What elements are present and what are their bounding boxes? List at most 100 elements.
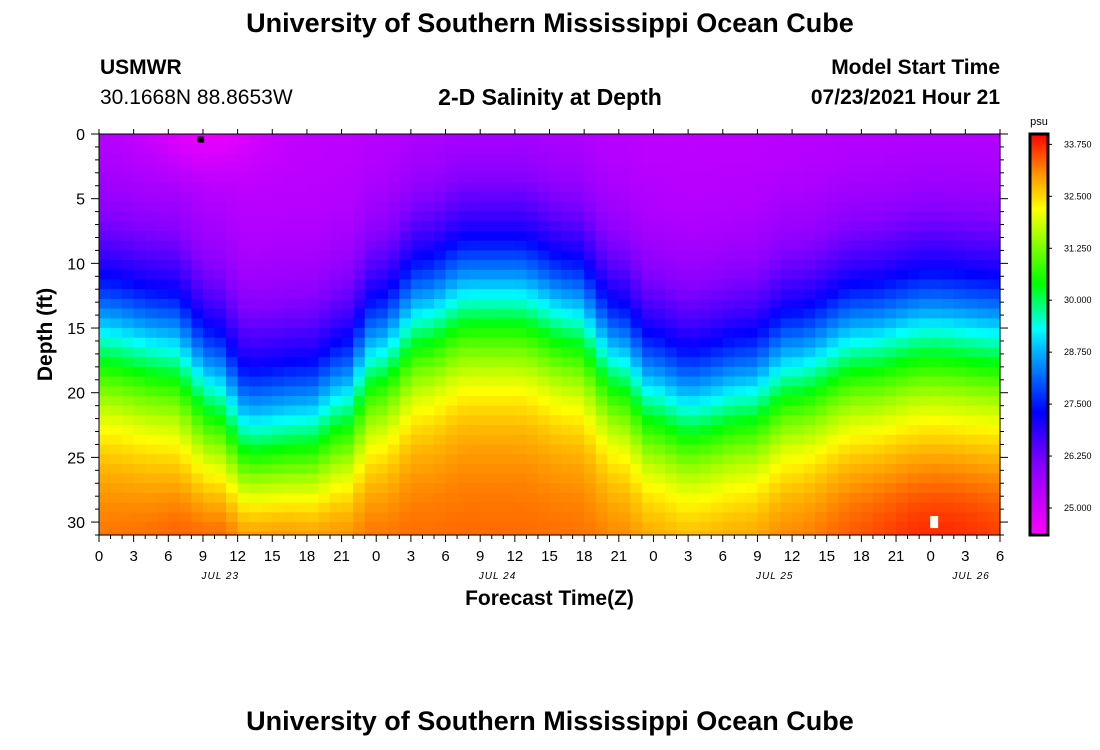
heatmap-cell bbox=[110, 134, 123, 145]
heatmap-cell bbox=[942, 328, 955, 339]
heatmap-cell bbox=[272, 347, 285, 358]
heatmap-cell bbox=[826, 328, 839, 339]
heatmap-cell bbox=[433, 328, 447, 339]
heatmap-cell bbox=[445, 231, 458, 242]
heatmap-cell bbox=[260, 201, 273, 213]
heatmap-cell bbox=[468, 386, 481, 397]
heatmap-cell bbox=[572, 298, 585, 310]
heatmap-cell bbox=[122, 240, 135, 252]
heatmap-cell bbox=[607, 492, 620, 504]
heatmap-cell bbox=[919, 289, 932, 300]
heatmap-cell bbox=[953, 492, 966, 504]
heatmap-cell bbox=[942, 376, 955, 387]
heatmap-cell bbox=[99, 260, 112, 271]
heatmap-cell bbox=[676, 231, 689, 242]
heatmap-cell bbox=[179, 386, 193, 397]
heatmap-cell bbox=[665, 376, 678, 387]
heatmap-cell bbox=[734, 444, 747, 455]
heatmap-cell bbox=[711, 415, 724, 426]
heatmap-cell bbox=[399, 182, 412, 193]
heatmap-cell bbox=[318, 279, 331, 290]
heatmap-cell bbox=[976, 376, 990, 387]
heatmap-cell bbox=[433, 182, 447, 193]
heatmap-cell bbox=[168, 318, 181, 329]
heatmap-cell bbox=[202, 231, 216, 242]
heatmap-cell bbox=[965, 250, 978, 261]
heatmap-cell bbox=[272, 289, 285, 300]
heatmap-cell bbox=[549, 289, 562, 300]
heatmap-cell bbox=[745, 444, 759, 455]
heatmap-cell bbox=[260, 502, 273, 513]
heatmap-cell bbox=[191, 240, 204, 252]
heatmap-cell bbox=[688, 143, 701, 154]
heatmap-cell bbox=[734, 483, 747, 494]
heatmap-cell bbox=[584, 289, 597, 300]
heatmap-cell bbox=[861, 328, 874, 339]
heatmap-cell bbox=[665, 531, 678, 536]
heatmap-cell bbox=[665, 395, 678, 407]
y-tick-label: 30 bbox=[67, 515, 85, 532]
heatmap-cell bbox=[630, 182, 643, 193]
heatmap-cell bbox=[110, 163, 123, 174]
heatmap-cell bbox=[341, 522, 354, 533]
heatmap-cell bbox=[757, 434, 770, 446]
heatmap-cell bbox=[99, 386, 112, 397]
heatmap-cell bbox=[283, 434, 296, 446]
heatmap-cell bbox=[803, 211, 816, 222]
heatmap-cell bbox=[930, 502, 943, 513]
heatmap-cell bbox=[549, 454, 562, 465]
heatmap-cell bbox=[861, 289, 874, 300]
heatmap-cell bbox=[237, 172, 250, 184]
heatmap-cell bbox=[457, 492, 470, 504]
heatmap-cell bbox=[457, 425, 470, 436]
heatmap-cell bbox=[688, 531, 701, 536]
heatmap-cell bbox=[306, 502, 320, 513]
heatmap-cell bbox=[306, 425, 320, 436]
heatmap-cell bbox=[491, 298, 504, 310]
heatmap-cell bbox=[283, 337, 296, 349]
heatmap-cell bbox=[122, 163, 135, 174]
heatmap-cell bbox=[237, 328, 250, 339]
heatmap-cell bbox=[976, 308, 990, 319]
x-tick-label: 6 bbox=[164, 548, 172, 565]
date-label: JUL 26 bbox=[951, 571, 990, 582]
heatmap-cell bbox=[630, 405, 643, 416]
heatmap-cell bbox=[896, 201, 909, 213]
y-tick-label: 5 bbox=[76, 192, 85, 209]
heatmap-cell bbox=[965, 444, 978, 455]
heatmap-cell bbox=[572, 269, 585, 281]
heatmap-cell bbox=[942, 182, 955, 193]
heatmap-cell bbox=[561, 454, 574, 465]
heatmap-cell bbox=[122, 366, 135, 378]
heatmap-cell bbox=[122, 153, 135, 164]
heatmap-cell bbox=[618, 289, 631, 300]
heatmap-cell bbox=[457, 444, 470, 455]
heatmap-cell bbox=[249, 337, 262, 349]
heatmap-cell bbox=[722, 473, 735, 484]
heatmap-cell bbox=[364, 483, 377, 494]
heatmap-cell bbox=[283, 250, 296, 261]
heatmap-cell bbox=[688, 211, 701, 222]
heatmap-cell bbox=[930, 240, 943, 252]
heatmap-cell bbox=[341, 134, 354, 145]
heatmap-cell bbox=[572, 143, 585, 154]
heatmap-cell bbox=[249, 250, 262, 261]
heatmap-cell bbox=[318, 308, 331, 319]
heatmap-cell bbox=[722, 415, 735, 426]
heatmap-cell bbox=[884, 182, 897, 193]
heatmap-cell bbox=[872, 328, 886, 339]
heatmap-cell bbox=[630, 250, 643, 261]
heatmap-cell bbox=[295, 289, 308, 300]
heatmap-cell bbox=[976, 134, 990, 145]
heatmap-cell bbox=[815, 279, 828, 290]
heatmap-cell bbox=[861, 231, 874, 242]
heatmap-cell bbox=[168, 134, 181, 145]
heatmap-cell bbox=[653, 425, 666, 436]
heatmap-cell bbox=[618, 172, 631, 184]
heatmap-cell bbox=[734, 172, 747, 184]
heatmap-cell bbox=[237, 240, 250, 252]
heatmap-cell bbox=[607, 143, 620, 154]
heatmap-cell bbox=[549, 434, 562, 446]
heatmap-cell bbox=[480, 347, 493, 358]
heatmap-cell bbox=[734, 318, 747, 329]
